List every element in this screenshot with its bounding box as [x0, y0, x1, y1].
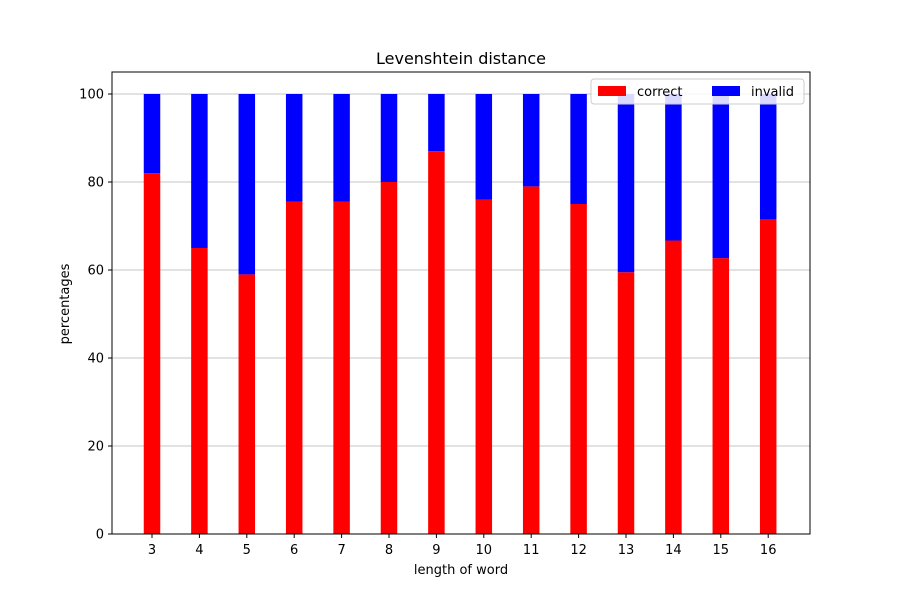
y-tick-label: 60 — [87, 264, 104, 279]
bar-correct-4 — [191, 248, 208, 534]
bar-correct-14 — [665, 240, 682, 534]
bar-invalid-8 — [380, 94, 398, 182]
x-tick-label: 5 — [243, 543, 251, 558]
bar-correct-3 — [143, 173, 161, 534]
bar-invalid-6 — [285, 94, 303, 202]
bar-invalid-14 — [665, 94, 682, 241]
bar-correct-8 — [380, 182, 398, 534]
bar-correct-12 — [570, 204, 587, 534]
x-tick-label: 15 — [713, 543, 730, 558]
x-tick-label: 10 — [476, 543, 493, 558]
bar-invalid-11 — [522, 94, 540, 187]
chart-title: Levenshtein distance — [376, 49, 546, 68]
bar-correct-13 — [617, 272, 635, 534]
x-tick-label: 6 — [290, 543, 298, 558]
x-tick-label: 3 — [148, 543, 156, 558]
x-tick-label: 12 — [570, 543, 587, 558]
bar-correct-11 — [522, 186, 540, 534]
bar-invalid-5 — [238, 94, 256, 275]
x-tick-label: 8 — [385, 543, 393, 558]
bar-invalid-16 — [759, 94, 777, 220]
legend-label-correct: correct — [637, 85, 683, 100]
bar-correct-16 — [759, 219, 777, 534]
y-tick-label: 100 — [79, 88, 104, 103]
bar-invalid-7 — [333, 94, 350, 202]
x-axis-label: length of word — [414, 563, 508, 578]
bars — [143, 94, 777, 535]
x-tick-label: 9 — [432, 543, 440, 558]
legend-swatch-correct — [598, 86, 626, 96]
bar-correct-9 — [428, 151, 445, 534]
bar-correct-7 — [333, 201, 350, 535]
bar-invalid-9 — [428, 94, 445, 152]
x-tick-label: 13 — [618, 543, 635, 558]
bar-correct-6 — [285, 201, 303, 535]
bar-invalid-3 — [143, 94, 161, 174]
y-tick-label: 40 — [87, 352, 104, 367]
bar-invalid-13 — [617, 94, 635, 273]
bar-invalid-4 — [191, 94, 208, 248]
y-tick-label: 20 — [87, 440, 104, 455]
x-tick-label: 16 — [760, 543, 777, 558]
legend-swatch-invalid — [712, 86, 740, 96]
legend-label-invalid: invalid — [751, 85, 794, 100]
bar-correct-5 — [238, 274, 256, 534]
bar-invalid-15 — [712, 94, 730, 259]
x-tick-label: 4 — [195, 543, 203, 558]
x-tick-label: 11 — [523, 543, 540, 558]
x-tick-label: 14 — [665, 543, 682, 558]
bar-invalid-10 — [475, 94, 493, 200]
bar-invalid-12 — [570, 94, 587, 204]
bar-correct-15 — [712, 258, 730, 534]
y-tick-label: 0 — [96, 528, 104, 543]
bar-correct-10 — [475, 199, 493, 534]
x-axis: 3 4 5 6 7 8 9 10 11 12 13 14 15 16 — [148, 534, 777, 558]
grid-lines — [112, 93, 810, 535]
plot-frame — [111, 71, 811, 535]
legend: correct invalid — [590, 78, 805, 105]
y-tick-label: 80 — [87, 176, 104, 191]
y-axis: 0 20 40 60 80 100 — [79, 88, 112, 543]
legend-box — [590, 78, 805, 105]
y-axis-label: percentages — [58, 263, 73, 344]
x-tick-label: 7 — [337, 543, 345, 558]
